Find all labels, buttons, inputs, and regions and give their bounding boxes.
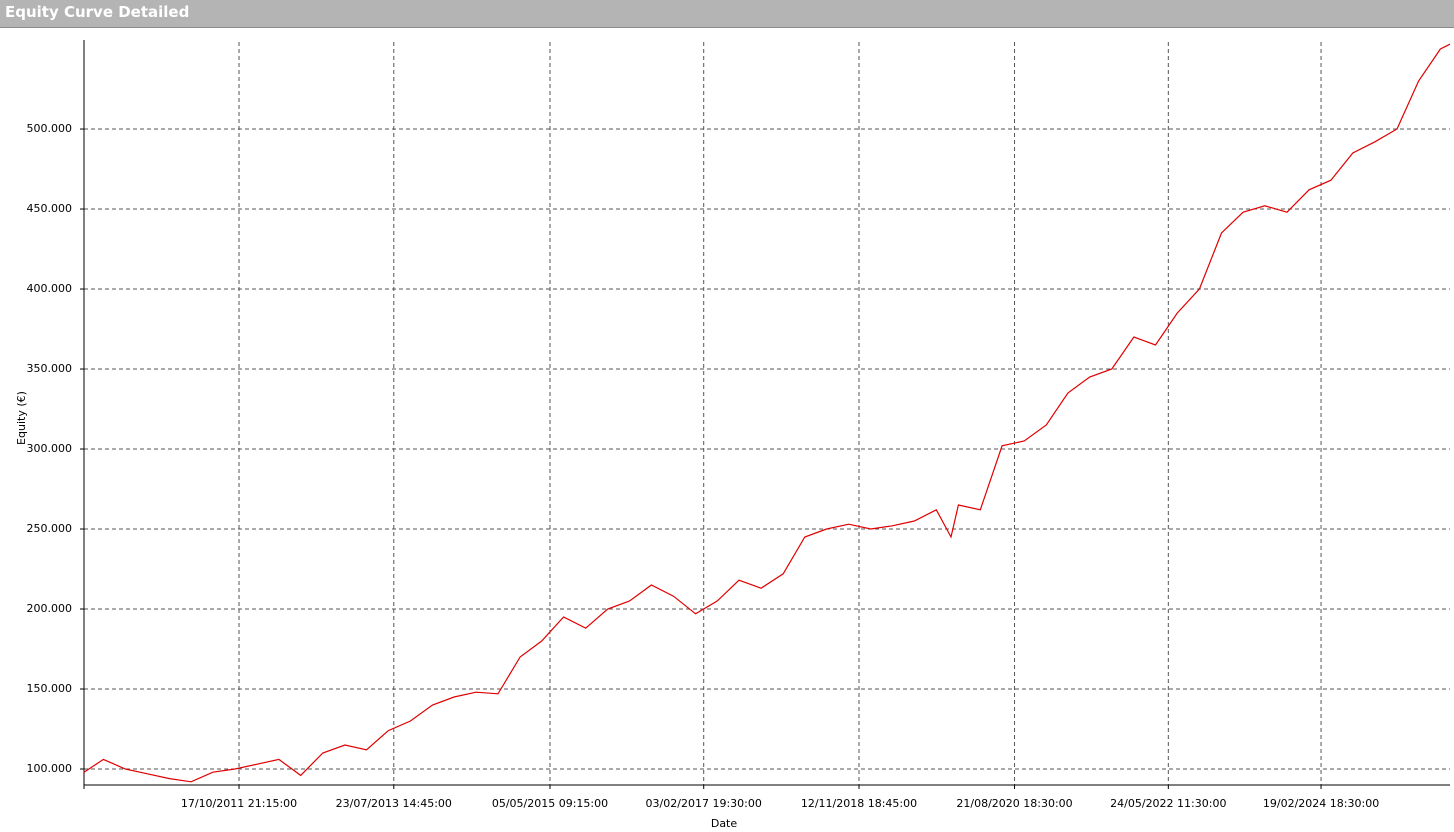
y-tick-label: 500.000 [27,122,73,135]
x-axis-label: Date [711,817,738,830]
title-bar: Equity Curve Detailed [0,0,1454,28]
x-tick-label: 24/05/2022 11:30:00 [1110,797,1226,810]
y-tick-label: 450.000 [27,202,73,215]
y-tick-label: 200.000 [27,602,73,615]
x-tick-label: 03/02/2017 19:30:00 [646,797,762,810]
x-tick-label: 12/11/2018 18:45:00 [801,797,917,810]
x-tick-label: 21/08/2020 18:30:00 [956,797,1072,810]
y-tick-label: 150.000 [27,682,73,695]
x-tick-label: 23/07/2013 14:45:00 [336,797,452,810]
y-tick-label: 100.000 [27,762,73,775]
chart-title: Equity Curve Detailed [5,3,190,21]
x-tick-label: 17/10/2011 21:15:00 [181,797,297,810]
y-tick-label: 300.000 [27,442,73,455]
y-tick-label: 400.000 [27,282,73,295]
x-tick-label: 05/05/2015 09:15:00 [492,797,608,810]
x-tick-label: 19/02/2024 18:30:00 [1263,797,1379,810]
equity-line [83,43,1451,783]
chart: Date Equity (€) 100.000 150.000 200.000 250… [15,40,1451,830]
y-axis-label: Equity (€) [15,391,28,445]
y-tick-label: 250.000 [27,522,73,535]
y-tick-label: 350.000 [27,362,73,375]
